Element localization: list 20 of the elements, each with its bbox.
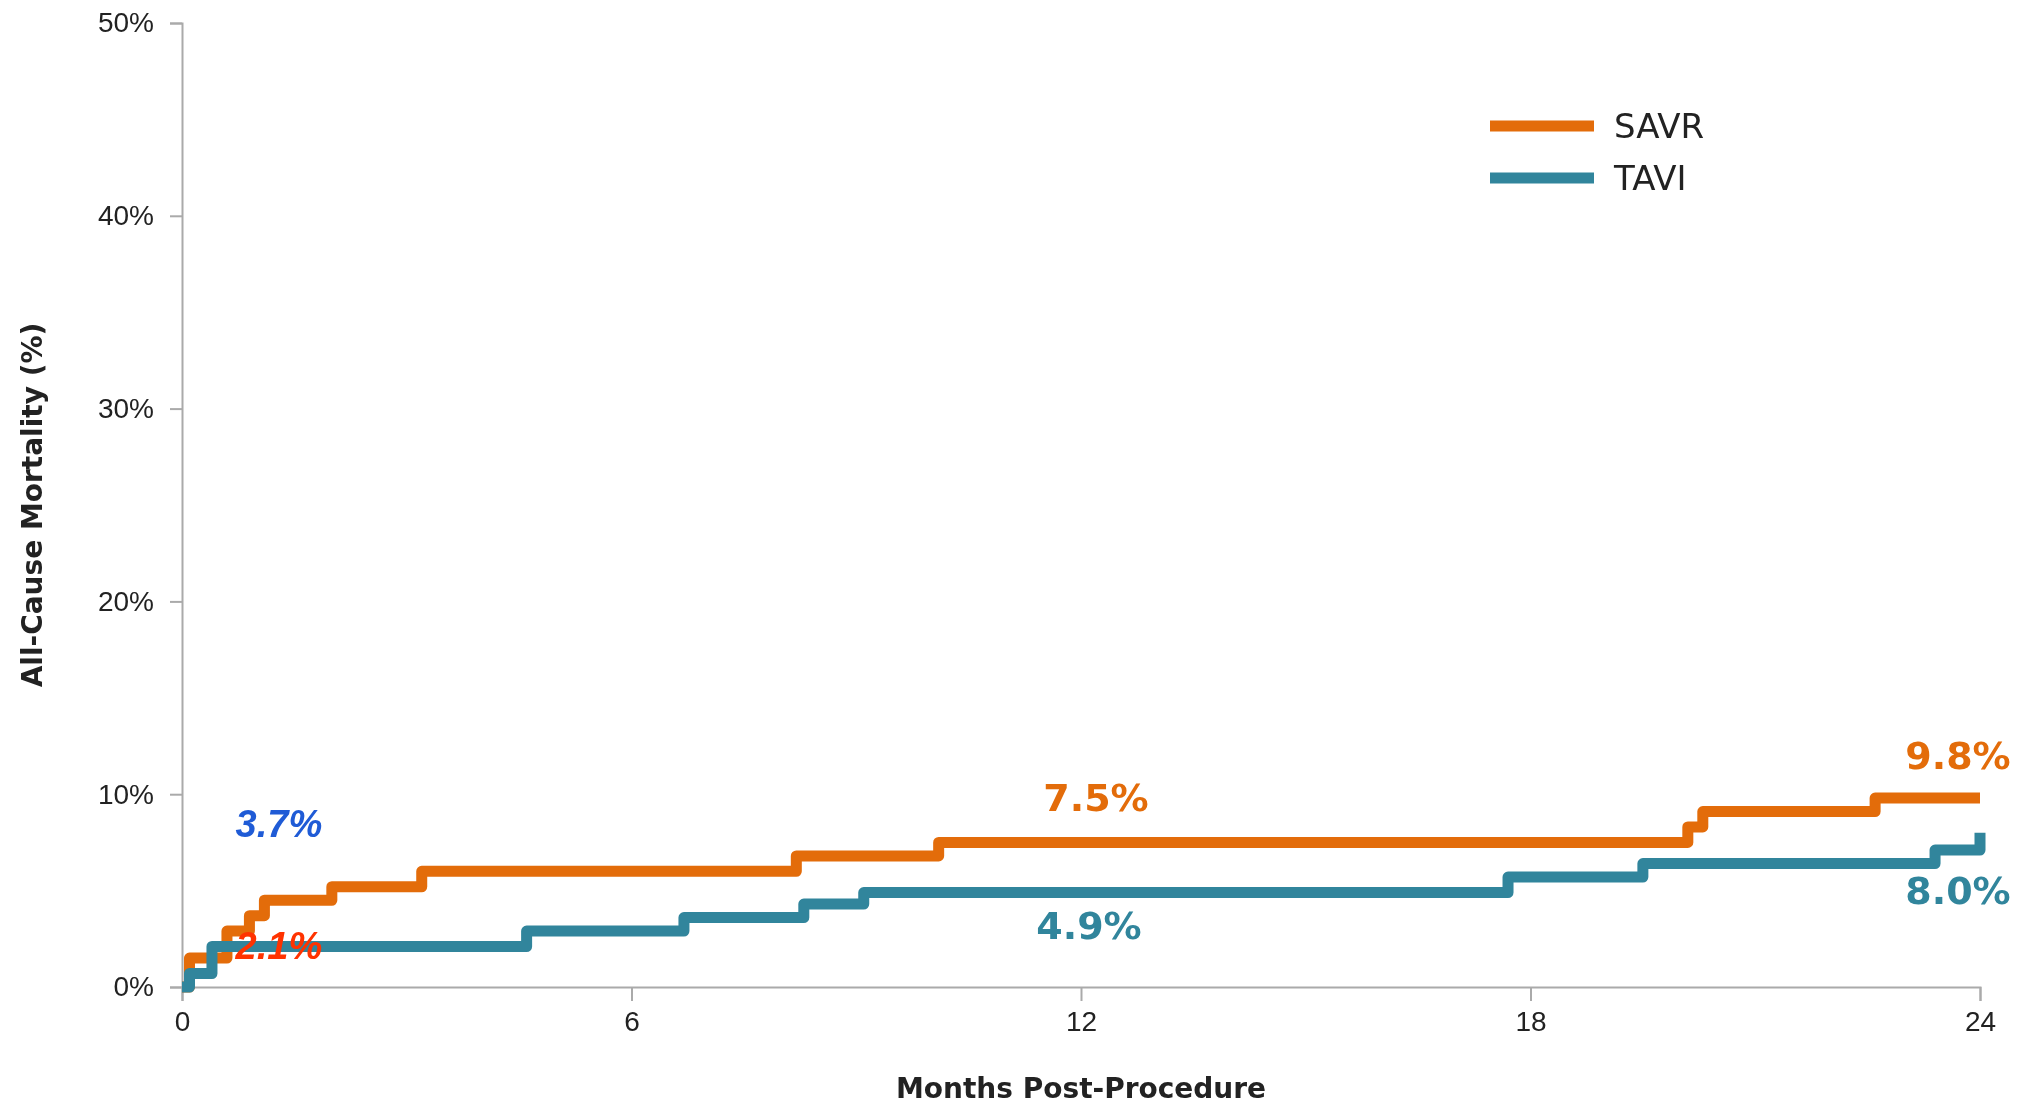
x-tick-label: 24 <box>1964 1005 1997 1037</box>
y-axis-title: All-Cause Mortality (%) <box>16 322 49 688</box>
legend-label: TAVI <box>1613 158 1687 198</box>
x-tick-label: 12 <box>1065 1005 1098 1037</box>
y-tick-label: 20% <box>97 585 154 617</box>
y-tick-label: 10% <box>97 778 154 810</box>
annotation: 8.0% <box>1905 868 2011 913</box>
annotation: 3.7% <box>235 802 323 845</box>
y-tick-label: 50% <box>97 7 154 39</box>
y-tick-label: 40% <box>97 200 154 232</box>
x-tick-label: 6 <box>624 1005 640 1037</box>
annotation: 7.5% <box>1043 776 1149 821</box>
annotation: 4.9% <box>1036 903 1142 948</box>
legend-label: SAVR <box>1614 106 1705 146</box>
y-tick-label: 0% <box>113 971 154 1003</box>
x-tick-label: 0 <box>174 1005 191 1037</box>
y-tick-label: 30% <box>97 393 154 425</box>
x-tick-label: 18 <box>1515 1005 1547 1037</box>
x-axis-title: Months Post-Procedure <box>895 1072 1267 1104</box>
annotation: 9.8% <box>1905 734 2011 779</box>
